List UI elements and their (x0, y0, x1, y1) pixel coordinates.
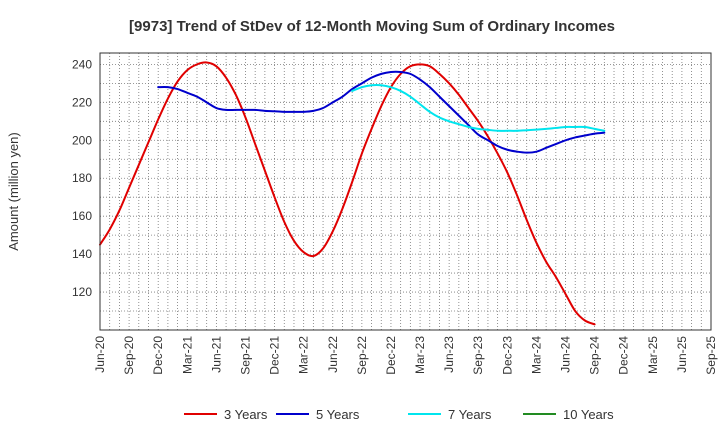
chart-title: [9973] Trend of StDev of 12-Month Moving… (129, 18, 615, 35)
x-tick-label: Jun-22 (326, 336, 340, 373)
plot-frame (99, 52, 712, 331)
x-tick-label: Mar-25 (646, 336, 660, 374)
x-tick-label: Dec-23 (500, 336, 514, 375)
y-tick-label: 160 (72, 209, 92, 223)
x-tick-label: Jun-24 (559, 336, 573, 373)
y-axis: 120 140 160 180 200 220 240 (72, 57, 92, 299)
x-tick-label: Mar-24 (529, 336, 543, 374)
series-line-7-years (351, 84, 606, 132)
x-tick-label: Sep-22 (355, 336, 369, 375)
legend: 3 Years 5 Years 7 Years 10 Years (184, 407, 614, 422)
x-tick-label: Sep-25 (704, 336, 718, 375)
series-line-5-years (157, 70, 606, 154)
legend-label: 10 Years (563, 407, 614, 422)
x-tick-label: Sep-20 (122, 336, 136, 375)
x-tick-label: Sep-24 (588, 336, 602, 375)
grid (100, 53, 711, 330)
x-tick-label: Mar-23 (413, 336, 427, 374)
x-tick-label: Sep-23 (471, 336, 485, 375)
x-tick-label: Mar-22 (297, 336, 311, 374)
y-tick-label: 140 (72, 247, 92, 261)
y-tick-label: 180 (72, 171, 92, 185)
x-tick-label: Jun-25 (675, 336, 689, 373)
series-line-3-years (99, 61, 596, 326)
y-tick-label: 240 (72, 57, 92, 71)
legend-label: 3 Years (224, 407, 268, 422)
legend-label: 5 Years (316, 407, 360, 422)
y-axis-label: Amount (million yen) (6, 132, 21, 251)
x-tick-label: Jun-21 (209, 336, 223, 373)
x-tick-label: Dec-20 (151, 336, 165, 375)
x-tick-label: Dec-24 (617, 336, 631, 375)
x-tick-label: Jun-20 (93, 336, 107, 373)
y-tick-label: 120 (72, 285, 92, 299)
x-tick-label: Sep-21 (238, 336, 252, 375)
y-tick-label: 200 (72, 133, 92, 147)
series-lines (99, 61, 606, 326)
x-tick-label: Dec-22 (384, 336, 398, 375)
legend-label: 7 Years (448, 407, 492, 422)
x-tick-label: Mar-21 (180, 336, 194, 374)
y-tick-label: 220 (72, 95, 92, 109)
x-tick-label: Dec-21 (268, 336, 282, 375)
x-tick-label: Jun-23 (442, 336, 456, 373)
x-axis: Jun-20 Sep-20 Dec-20 Mar-21 Jun-21 Sep-21 Dec-… (93, 336, 718, 375)
